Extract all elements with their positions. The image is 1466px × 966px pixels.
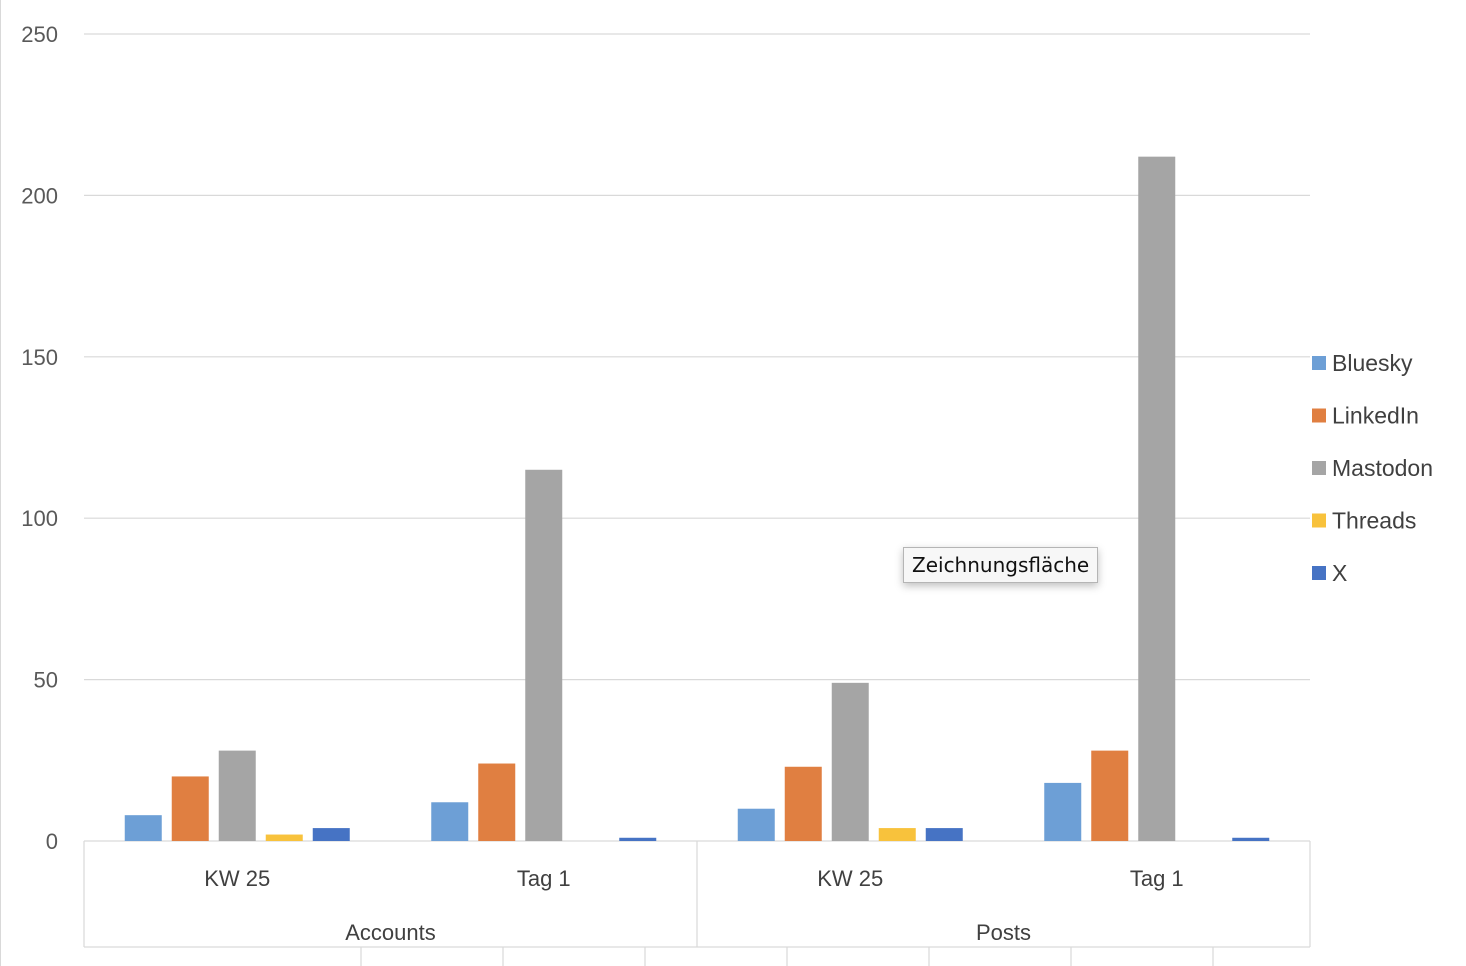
legend-swatch (1312, 461, 1326, 475)
legend: Bluesky LinkedIn Mastodon Threads X (1312, 350, 1433, 586)
category-labels: KW 25 Tag 1 KW 25 Tag 1 Accounts Posts (204, 866, 1183, 945)
bar-bluesky (737, 808, 775, 841)
bar-linkedin (784, 766, 822, 841)
bar-mastodon (1138, 156, 1176, 841)
y-tick-label: 100 (21, 506, 58, 531)
category-axis-frame (83, 840, 1311, 966)
legend-label: Threads (1332, 508, 1416, 534)
category-label: Tag 1 (517, 866, 571, 891)
legend-swatch (1312, 356, 1326, 370)
legend-swatch (1312, 408, 1326, 423)
bar-x (1232, 837, 1270, 841)
bar-linkedin (478, 763, 516, 841)
y-axis-ticks: 0 50 100 150 200 250 (21, 22, 58, 854)
legend-label: X (1332, 560, 1347, 586)
group-label: Posts (976, 920, 1031, 945)
legend-label: Bluesky (1332, 350, 1413, 376)
category-label: KW 25 (817, 866, 883, 891)
y-tick-label: 200 (21, 183, 58, 208)
bar-bluesky (1044, 782, 1082, 841)
gridlines (84, 33, 1310, 681)
category-label: KW 25 (204, 866, 270, 891)
y-tick-label: 150 (21, 345, 58, 370)
legend-swatch (1312, 513, 1326, 528)
bar-linkedin (1091, 750, 1129, 841)
group-label: Accounts (345, 920, 436, 945)
legend-swatch (1312, 566, 1326, 580)
bar-x (925, 828, 963, 841)
bar-threads (265, 834, 303, 841)
bar-threads (878, 828, 916, 841)
category-label: Tag 1 (1130, 866, 1184, 891)
bar-linkedin (171, 776, 209, 841)
legend-label: LinkedIn (1332, 403, 1419, 429)
y-tick-label: 50 (34, 668, 58, 693)
y-tick-label: 250 (21, 22, 58, 47)
bar-mastodon (525, 469, 563, 841)
bar-x (312, 828, 350, 841)
bar-x (619, 837, 657, 841)
bar-bluesky (124, 815, 162, 841)
y-tick-label: 0 (46, 829, 58, 854)
bar-mastodon (831, 682, 869, 841)
plot-area-tooltip: Zeichnungsfläche (903, 547, 1099, 583)
bars (124, 156, 1270, 841)
bar-bluesky (431, 802, 469, 841)
bar-mastodon (218, 750, 256, 841)
legend-label: Mastodon (1332, 455, 1433, 481)
